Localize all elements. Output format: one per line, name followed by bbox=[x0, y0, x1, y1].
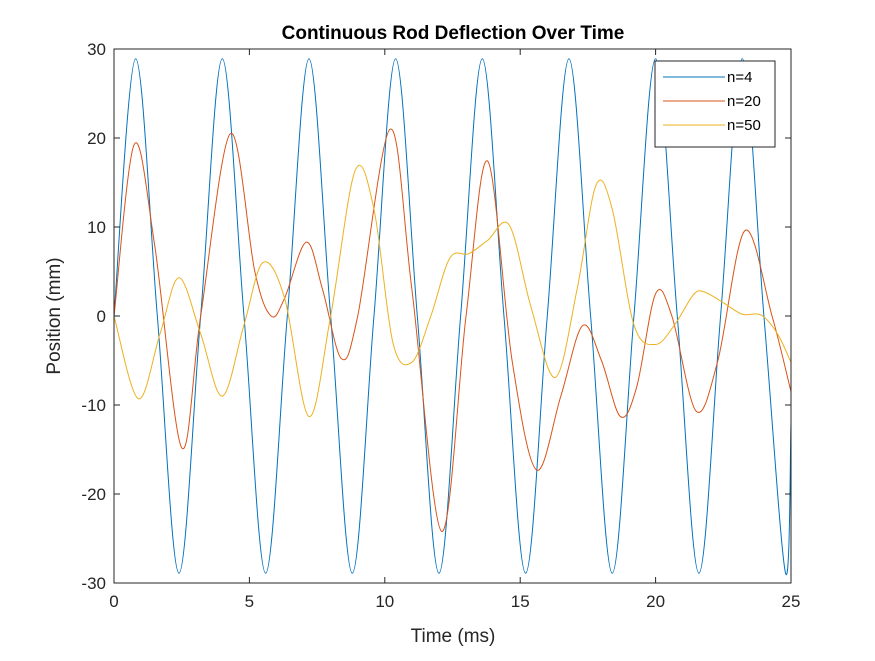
x-axis-label: Time (ms) bbox=[411, 626, 496, 647]
x-tick-label: 15 bbox=[511, 592, 530, 611]
legend-box bbox=[654, 60, 776, 148]
series-line-1 bbox=[113, 58, 792, 576]
x-tick-label: 25 bbox=[782, 592, 801, 611]
legend-label-3: n=50 bbox=[727, 117, 761, 134]
series-line-3 bbox=[113, 164, 792, 418]
y-tick-label: 0 bbox=[97, 307, 106, 326]
series-line-2 bbox=[113, 128, 792, 532]
legend-label-1: n=4 bbox=[727, 69, 752, 86]
legend: n=4 n=20 n=50 bbox=[654, 60, 776, 148]
y-tick-label: -20 bbox=[81, 485, 106, 504]
y-axis-label: Position (mm) bbox=[44, 257, 65, 374]
x-tick-label: 5 bbox=[245, 592, 254, 611]
y-tick-label: 20 bbox=[87, 129, 106, 148]
series-layer bbox=[113, 58, 792, 576]
legend-label-2: n=20 bbox=[727, 93, 761, 110]
x-tick-label: 10 bbox=[375, 592, 394, 611]
ticks-layer: 0 5 10 15 20 25 -30 -20 -10 0 10 20 30 bbox=[81, 40, 800, 611]
x-tick-label: 20 bbox=[646, 592, 665, 611]
y-tick-label: 10 bbox=[87, 218, 106, 237]
x-tick-label: 0 bbox=[109, 592, 118, 611]
y-tick-label: -30 bbox=[81, 574, 106, 593]
y-tick-label: 30 bbox=[87, 40, 106, 59]
y-tick-label: -10 bbox=[81, 396, 106, 415]
chart-title: Continuous Rod Deflection Over Time bbox=[282, 23, 625, 44]
